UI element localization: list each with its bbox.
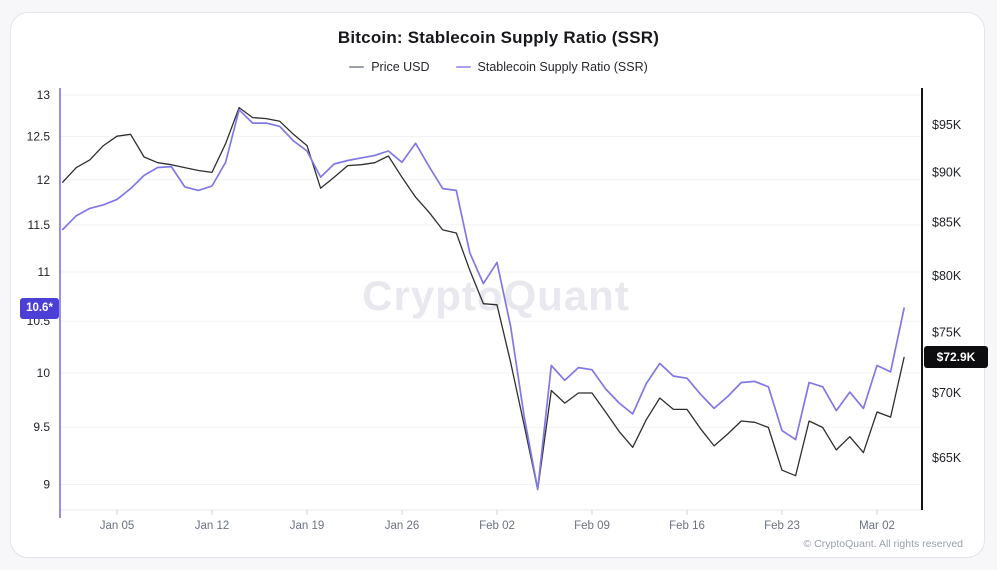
left-axis-tick-label: 11.5 xyxy=(28,218,51,232)
ssr-line xyxy=(61,108,905,491)
legend: Price USD Stablecoin Supply Ratio (SSR) xyxy=(0,60,997,74)
price-legend-dash-icon xyxy=(349,66,365,68)
left-axis-tick-label: 9.5 xyxy=(33,420,50,434)
chart-card xyxy=(10,12,985,558)
right-axis-tick-label: $90K xyxy=(932,165,962,179)
right-axis-tick-label: $75K xyxy=(932,325,962,339)
right-axis-tick-label: $65K xyxy=(932,451,962,465)
watermark-text: CryptoQuant xyxy=(362,272,630,319)
chart-title: Bitcoin: Stablecoin Supply Ratio (SSR) xyxy=(337,28,660,47)
legend-label-ssr: Stablecoin Supply Ratio (SSR) xyxy=(477,60,648,74)
legend-label-price: Price USD xyxy=(371,60,430,74)
x-axis-tick-label: Feb 09 xyxy=(574,520,610,532)
x-axis-tick-label: Feb 02 xyxy=(479,520,515,532)
x-axis-tick-label: Jan 19 xyxy=(290,520,325,532)
legend-item-ssr[interactable]: Stablecoin Supply Ratio (SSR) xyxy=(455,60,648,74)
legend-item-price[interactable]: Price USD xyxy=(349,60,430,74)
right-axis-tick-label: $70K xyxy=(932,386,962,400)
ssr-legend-dash-icon xyxy=(455,66,471,68)
ssr-last-value-badge: 10.6* xyxy=(20,297,59,319)
x-axis-tick-label: Jan 12 xyxy=(195,520,230,532)
left-axis-tick-label: 9 xyxy=(43,478,50,492)
left-axis-tick-label: 12.5 xyxy=(27,130,51,144)
left-axis-tick-label: 13 xyxy=(37,88,51,102)
x-axis-tick-label: Feb 23 xyxy=(764,520,800,532)
price-line xyxy=(62,106,905,491)
right-axis-tick-label: $95K xyxy=(932,118,962,132)
price-last-value-badge: $72.9K xyxy=(924,346,988,369)
right-axis-tick-label: $85K xyxy=(932,216,962,230)
right-axis-tick-label: $80K xyxy=(932,269,962,283)
left-axis-tick-label: 12 xyxy=(37,173,51,187)
x-axis-tick-label: Jan 26 xyxy=(385,520,420,532)
x-axis-tick-label: Jan 05 xyxy=(100,520,135,532)
x-axis-tick-label: Feb 16 xyxy=(669,520,705,532)
left-axis-tick-label: 11 xyxy=(38,265,51,279)
left-axis-tick-label: 10 xyxy=(37,366,51,380)
copyright-text: © CryptoQuant. All rights reserved xyxy=(803,538,963,550)
x-axis-tick-label: Mar 02 xyxy=(859,520,895,532)
